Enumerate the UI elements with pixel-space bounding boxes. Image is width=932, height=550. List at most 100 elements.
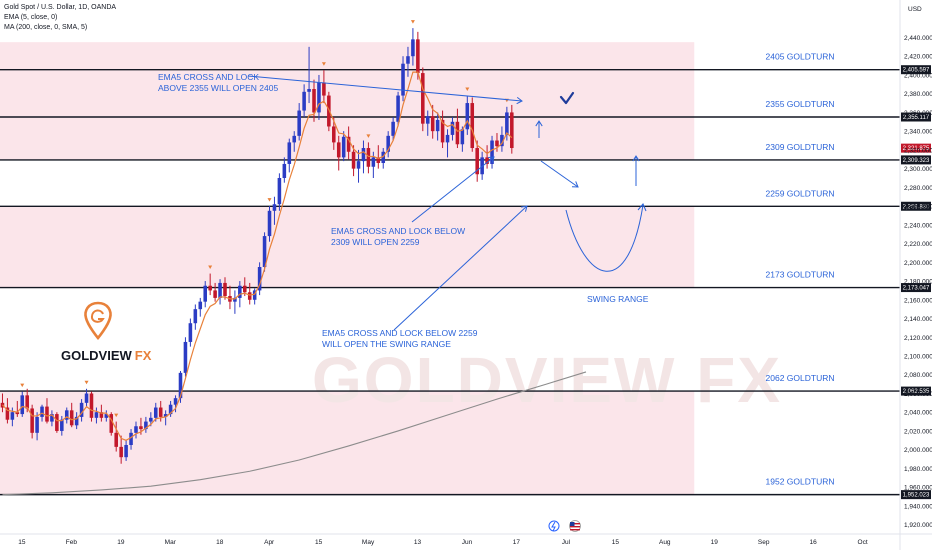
logo-name: GOLDVIEW (61, 348, 133, 363)
candle (10, 407, 15, 427)
candle-body (361, 148, 366, 162)
price-tag-bg (901, 112, 931, 122)
candle-body (168, 404, 173, 415)
candle (50, 410, 54, 427)
y-tick-label: 2,240.000 (904, 222, 932, 229)
candle-body (445, 134, 450, 143)
legend-symbol: Gold Spot / U.S. Dollar, 1D, OANDA (4, 4, 117, 11)
x-tick-label: 13 (414, 539, 422, 546)
y-tick-label: 2,260.000 (904, 204, 932, 211)
price-tag-bg (901, 155, 931, 165)
candle (188, 318, 193, 347)
candle-body (188, 323, 193, 342)
lightning-icon (548, 520, 560, 532)
candle-body (203, 285, 207, 302)
candle-body (391, 121, 395, 136)
lightning-icon-glyph (551, 521, 556, 532)
level-label: 2173 GOLDTURN (766, 270, 835, 280)
candle (396, 91, 400, 127)
y-tick-label: 2,440.000 (904, 35, 932, 42)
annotation-line: EMA5 CROSS AND LOCK (158, 72, 259, 82)
candle-body (430, 116, 435, 132)
x-tick-label: Sep (758, 539, 770, 546)
candle (55, 412, 59, 433)
pink-zones (0, 42, 695, 495)
annotation-line: EMA5 CROSS AND LOCK BELOW (331, 226, 465, 236)
candle-body (485, 157, 489, 164)
x-tick-label: 19 (117, 539, 125, 546)
candle (406, 46, 410, 77)
ema-marker-down (267, 198, 272, 202)
candle-body (450, 121, 455, 135)
candle-body (341, 136, 346, 158)
price-tag-bg (901, 65, 931, 75)
x-tick-label: Aug (659, 539, 671, 546)
candle-body (238, 285, 242, 298)
candle-body (50, 414, 54, 422)
candle-body (74, 416, 79, 426)
arrow-line (247, 75, 523, 102)
arrow-line (393, 205, 528, 331)
swing-curve (565, 204, 644, 272)
level-price-tag: 2,405.597 (901, 65, 931, 75)
candle (173, 395, 178, 413)
ema-marker-down (321, 62, 326, 66)
candle (84, 388, 89, 408)
candle-body (401, 63, 405, 96)
y-tick-label: 1,920.000 (904, 522, 932, 529)
ma200-line (2, 371, 587, 496)
x-tick-label: 15 (612, 539, 620, 546)
y-tick-label: 2,100.000 (904, 354, 932, 361)
candle-body (376, 157, 381, 164)
candle (218, 279, 222, 305)
zone-rect (0, 206, 695, 288)
candle-body (277, 178, 282, 205)
candle (74, 412, 79, 430)
ema5-line (2, 71, 513, 441)
candle (366, 142, 371, 174)
candle-body (272, 204, 277, 211)
arrow-down-right (540, 160, 579, 188)
candle (114, 421, 118, 452)
candle (351, 145, 356, 177)
x-tick-label: Mar (165, 539, 177, 546)
candle (163, 410, 168, 426)
current-price-tag: 2,321.875 (901, 143, 931, 153)
candle-body (500, 134, 504, 147)
candles (0, 28, 514, 464)
ema-marker-down (20, 383, 25, 388)
ema-markers (20, 20, 509, 418)
level-price-tag: 2,259.830 (901, 201, 931, 211)
annotation-line: EMA5 CROSS AND LOCK BELOW 2259 (322, 328, 478, 338)
candle (465, 95, 470, 135)
candle-body (322, 82, 326, 96)
candle-body (371, 157, 376, 167)
us-flag-stripe (570, 529, 580, 531)
candle (297, 103, 301, 141)
candle (307, 46, 311, 104)
candle-body (351, 151, 356, 169)
candle (79, 399, 84, 422)
price-axis[interactable]: USD 1,920.000 1,940.000 1,960.000 1,980.000 2… (899, 0, 932, 550)
x-tick-label: 15 (18, 539, 26, 546)
y-tick-label: 2,020.000 (904, 428, 932, 435)
candle-body (366, 148, 371, 167)
candle-body (223, 282, 227, 297)
candle-body (470, 103, 475, 149)
candle (455, 108, 460, 149)
candle-body (124, 445, 128, 458)
candle-body (297, 110, 301, 136)
ema-marker-down (465, 87, 470, 92)
time-axis[interactable]: 15 Feb 19 Mar 18 Apr 15 May 13 Jun 17 Jul 15 Aug 19 Sep… (0, 520, 932, 547)
candle-body (460, 129, 465, 145)
y-tick-label: 1,980.000 (904, 466, 932, 473)
candle-body (119, 446, 123, 458)
candle (302, 84, 306, 118)
candle-body (307, 89, 311, 92)
candle-body (60, 419, 64, 431)
candle-body (158, 407, 163, 417)
level-price-tag: 2,062.535 (901, 386, 931, 396)
candle-body (84, 393, 89, 403)
candle (213, 282, 217, 302)
